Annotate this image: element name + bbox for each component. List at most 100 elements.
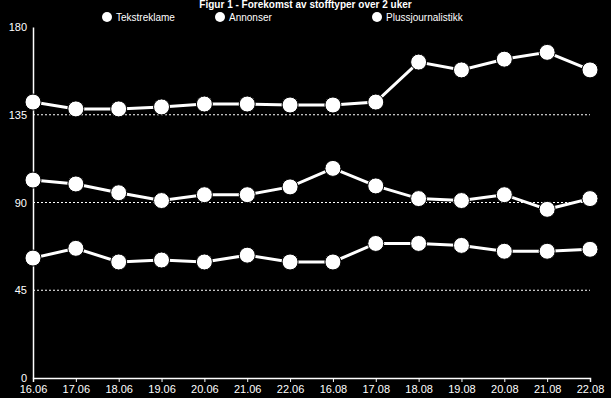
x-tick-label: 21.06 — [234, 383, 262, 395]
legend: Tekstreklame Annonser Plussjournalistikk — [102, 12, 464, 23]
series-marker — [453, 193, 469, 209]
series-marker — [325, 97, 341, 113]
x-tick-mark — [419, 378, 420, 382]
x-axis: 16.06 17.06 18.06 19.06 20.06 21.06 22.06 16.08… — [20, 378, 605, 395]
series-marker — [239, 187, 255, 203]
series — [25, 44, 598, 117]
series-marker — [239, 247, 255, 263]
x-axis-line — [34, 379, 591, 383]
x-tick-mark — [590, 378, 591, 382]
x-tick-label: 22.08 — [577, 383, 605, 395]
x-tick-label: 22.06 — [277, 383, 305, 395]
series-marker — [582, 191, 598, 207]
x-tick: 18.08 — [405, 378, 433, 395]
y-tick: 180 — [9, 21, 33, 33]
x-tick: 20.08 — [491, 378, 519, 395]
x-tick-label: 19.06 — [148, 383, 176, 395]
x-tick-label: 16.06 — [20, 383, 48, 395]
x-tick: 19.08 — [448, 378, 476, 395]
x-tick: 18.06 — [105, 378, 133, 395]
x-tick-label: 20.08 — [491, 383, 519, 395]
series-marker — [539, 44, 555, 60]
y-tick: 90 — [15, 197, 33, 209]
series-marker — [582, 241, 598, 257]
x-tick-label: 16.08 — [320, 383, 348, 395]
legend-marker — [215, 12, 225, 22]
series-marker — [111, 254, 127, 270]
series-marker — [453, 62, 469, 78]
grid-line — [33, 290, 590, 291]
series-marker — [25, 250, 41, 266]
series-marker — [539, 201, 555, 217]
grid — [33, 115, 590, 291]
series-marker — [68, 176, 84, 192]
series-marker — [368, 94, 384, 110]
series-marker — [196, 254, 212, 270]
series-marker — [239, 96, 255, 112]
y-axis: 04590135180 — [9, 21, 34, 384]
y-tick-label: 180 — [9, 21, 27, 33]
legend-item: Tekstreklame — [102, 12, 175, 23]
title: Figur 1 - Forekomst av stofftyper over 2… — [199, 0, 411, 10]
series-marker — [496, 187, 512, 203]
legend-label: Annonser — [229, 12, 272, 23]
series-marker — [282, 254, 298, 270]
legend-item: Plussjournalistikk — [372, 12, 464, 23]
series-marker — [496, 51, 512, 67]
x-tick-mark — [333, 378, 334, 382]
series-marker — [196, 96, 212, 112]
x-tick-mark — [76, 378, 77, 382]
legend-marker — [372, 12, 382, 22]
y-tick: 45 — [15, 284, 33, 296]
x-tick: 17.08 — [363, 378, 391, 395]
series-marker — [154, 193, 170, 209]
series-marker — [25, 94, 41, 110]
x-tick: 16.06 — [20, 378, 48, 395]
y-tick: 135 — [9, 109, 33, 121]
x-tick: 21.06 — [234, 378, 262, 395]
series-marker — [68, 240, 84, 256]
x-tick-mark — [33, 378, 34, 382]
series-marker — [582, 62, 598, 78]
x-tick-label: 17.08 — [363, 383, 391, 395]
x-tick-mark — [162, 378, 163, 382]
x-tick: 22.06 — [277, 378, 305, 395]
series-marker — [496, 243, 512, 259]
series-marker — [282, 97, 298, 113]
series-marker — [325, 254, 341, 270]
legend-label: Plussjournalistikk — [386, 12, 464, 23]
legend-marker — [102, 12, 112, 22]
x-tick-label: 18.08 — [405, 383, 433, 395]
series-marker — [154, 99, 170, 115]
series-marker — [282, 179, 298, 195]
chart: 0459013518016.0617.0618.0619.0620.0621.0… — [0, 0, 611, 398]
series — [25, 235, 598, 270]
series-marker — [68, 101, 84, 117]
plot: 0459013518016.0617.0618.0619.0620.0621.0… — [9, 21, 605, 395]
x-tick: 16.08 — [320, 378, 348, 395]
series-group — [25, 44, 598, 270]
x-tick-label: 18.06 — [105, 383, 133, 395]
series — [25, 160, 598, 217]
x-tick: 19.06 — [148, 378, 176, 395]
background — [0, 0, 611, 398]
series-marker — [411, 191, 427, 207]
x-tick: 22.08 — [577, 378, 605, 395]
x-tick-mark — [204, 378, 205, 382]
y-tick-label: 90 — [15, 197, 27, 209]
x-tick-mark — [504, 378, 505, 382]
x-tick-label: 19.08 — [448, 383, 476, 395]
x-tick-mark — [461, 378, 462, 382]
series-marker — [325, 160, 341, 176]
series-marker — [368, 235, 384, 251]
series-marker — [453, 237, 469, 253]
x-tick-mark — [247, 378, 248, 382]
series-marker — [411, 54, 427, 70]
y-tick-label: 135 — [9, 109, 27, 121]
legend-label: Tekstreklame — [116, 12, 175, 23]
x-tick-label: 20.06 — [191, 383, 219, 395]
series-marker — [154, 252, 170, 268]
x-tick: 17.06 — [63, 378, 91, 395]
series-marker — [539, 243, 555, 259]
x-tick: 21.08 — [534, 378, 562, 395]
